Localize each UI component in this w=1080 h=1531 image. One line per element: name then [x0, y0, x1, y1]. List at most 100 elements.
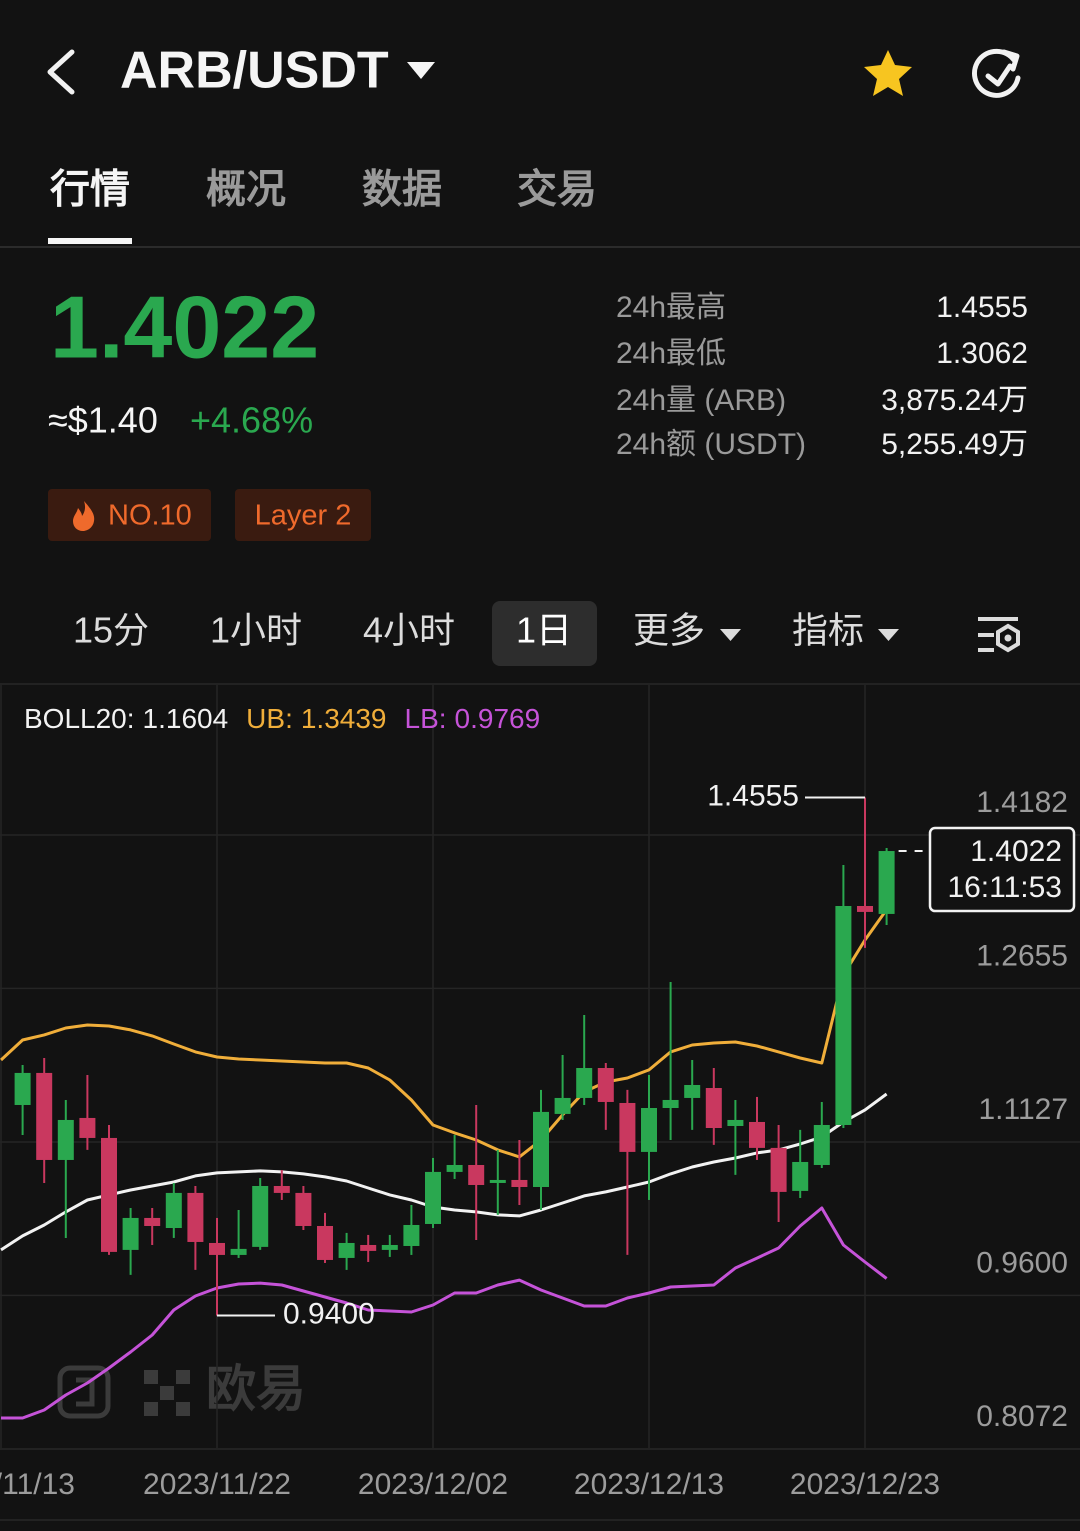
- x-tick-label: 2023/12/13: [574, 1468, 724, 1501]
- candle-body: [165, 1192, 182, 1229]
- stat-label: 24h最高: [616, 291, 726, 324]
- interval[interactable]: 4小时: [363, 610, 455, 651]
- last-price: 1.4022: [50, 277, 319, 376]
- legend-name: UB:: [246, 703, 293, 734]
- tag-text: NO.10: [108, 500, 192, 532]
- candle-body: [14, 1072, 31, 1105]
- interval[interactable]: 1日: [516, 610, 572, 651]
- candle-body: [209, 1242, 225, 1255]
- indicator-menu[interactable]: 指标: [792, 610, 864, 651]
- chart-settings[interactable]: [978, 617, 1020, 653]
- x-tick-label: 2023/12/23: [790, 1468, 940, 1501]
- candle-body: [317, 1225, 333, 1260]
- watermark: 欧易: [57, 1361, 306, 1419]
- interval[interactable]: 1小时: [210, 610, 302, 651]
- candle-body: [597, 1068, 614, 1102]
- last-price-label: 1.4022: [970, 835, 1062, 868]
- watermark-logo: [160, 1386, 174, 1400]
- candle-body: [705, 1088, 722, 1129]
- x-tick-label: 2023/11/13: [0, 1468, 75, 1501]
- y-tick-label: 0.9600: [976, 1246, 1068, 1279]
- divider: [0, 683, 1080, 685]
- candle-body: [57, 1119, 74, 1160]
- stat-value: 1.4555: [936, 291, 1028, 324]
- watermark-logo: [144, 1402, 158, 1416]
- dropdown-arrow: [720, 629, 741, 641]
- tab[interactable]: 概况: [206, 168, 286, 212]
- legend-name: BOLL20:: [24, 703, 135, 734]
- interval[interactable]: 15分: [73, 610, 149, 651]
- tag-bg: [235, 489, 371, 541]
- watermark-logo: [176, 1402, 190, 1416]
- icon-bar: [978, 648, 994, 652]
- candle-body: [835, 905, 852, 1125]
- stat-label: 24h量 (ARB): [616, 384, 786, 417]
- candle-body: [770, 1147, 787, 1192]
- refresh-arrow: [1001, 49, 1020, 72]
- candle-body: [468, 1164, 485, 1185]
- tab[interactable]: 行情: [50, 168, 130, 212]
- last-price-box: [928, 826, 1076, 913]
- candle-body: [878, 851, 895, 914]
- candle-body: [489, 1179, 506, 1183]
- candle-body: [101, 1137, 117, 1252]
- back-button[interactable]: [47, 49, 75, 95]
- boll-line: [1, 1206, 888, 1420]
- y-tick-label: 1.2655: [976, 939, 1068, 972]
- candle-body: [446, 1164, 463, 1172]
- legend-value: 0.9769: [455, 703, 541, 734]
- more-menu[interactable]: 更多: [633, 610, 705, 651]
- icon-bar: [978, 633, 994, 637]
- candle-body: [144, 1217, 161, 1226]
- candle-body: [36, 1072, 53, 1160]
- candle-body: [576, 1068, 593, 1098]
- icon-dot: [1004, 634, 1012, 642]
- icon-bar: [978, 617, 1018, 621]
- y-tick-label: 0.8072: [976, 1400, 1068, 1433]
- stat-value: 1.3062: [936, 337, 1028, 370]
- candle-body: [252, 1185, 269, 1247]
- kline-chart: 1.4182 1.2655 1.1127 0.9600 0.8072 2023/11/13…: [0, 685, 1080, 1521]
- candle-body: [857, 905, 873, 912]
- watermark-logo: [144, 1370, 158, 1384]
- pair-dropdown[interactable]: [407, 62, 435, 79]
- min-marker-label: 0.9400: [283, 1297, 375, 1330]
- candle-body: [684, 1084, 701, 1098]
- candle-body: [360, 1244, 377, 1251]
- candle-body: [79, 1117, 96, 1138]
- usd-price: ≈$1.40: [48, 400, 158, 441]
- icon-hex: [996, 623, 1020, 653]
- change-percent: +4.68%: [190, 400, 313, 441]
- favorite-star[interactable]: [864, 50, 912, 96]
- y-tick-label: 1.4182: [976, 786, 1068, 819]
- candle-body: [511, 1179, 528, 1187]
- sector-tag[interactable]: Layer 2: [235, 489, 371, 541]
- countdown-label: 16:11:53: [947, 871, 1062, 904]
- pair-title[interactable]: ARB/USDT: [120, 42, 389, 100]
- tab[interactable]: 数据: [362, 168, 442, 212]
- candle-body: [749, 1121, 765, 1148]
- x-tick-label: 2023/12/02: [358, 1468, 508, 1501]
- watermark-icon: [57, 1365, 111, 1419]
- candle-body: [792, 1161, 809, 1191]
- tab[interactable]: 交易: [517, 168, 597, 212]
- legend-name: LB:: [405, 703, 447, 734]
- refresh-check: [985, 63, 1013, 87]
- refresh-arc: [972, 48, 1021, 98]
- candle-body: [273, 1185, 290, 1193]
- boll-line: [0, 1092, 888, 1252]
- watermark-logo: [176, 1370, 190, 1384]
- rank-tag[interactable]: NO.10: [48, 489, 211, 541]
- candle-body: [122, 1217, 139, 1250]
- candle-body: [295, 1192, 312, 1226]
- dropdown-arrow: [878, 629, 899, 641]
- refresh-button[interactable]: [972, 48, 1021, 98]
- stat-label: 24h最低: [616, 337, 726, 370]
- candle-body: [619, 1102, 636, 1152]
- tag-text: Layer 2: [255, 500, 352, 532]
- candle-body: [425, 1171, 441, 1224]
- tab-underline: [48, 238, 132, 244]
